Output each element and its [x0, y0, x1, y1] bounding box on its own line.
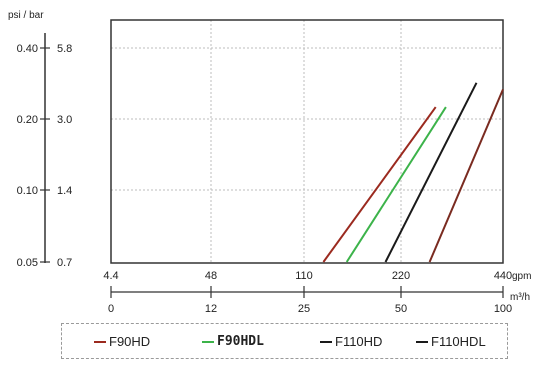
- grid: [111, 20, 503, 263]
- legend-swatch-f110hd: [320, 340, 332, 343]
- x-axis-unit-m3h: m³/h: [510, 292, 530, 303]
- y-tick-label-psi: 0.05: [17, 257, 38, 269]
- legend-swatch-f90hdl: [202, 340, 214, 343]
- y-tick-label-bar: 3.0: [57, 114, 72, 126]
- y-tick-label-bar: 1.4: [57, 185, 72, 197]
- x-tick-label-m3h: 100: [494, 303, 512, 315]
- series-line-f110hd: [384, 82, 478, 263]
- legend-label-f110hdl: F110HDL: [431, 334, 486, 349]
- y-tick-label-psi: 0.20: [17, 114, 38, 126]
- x-tick-label-m3h: 25: [298, 303, 310, 315]
- legend-label-f90hd: F90HD: [109, 334, 151, 349]
- series-line-f90hdl: [345, 106, 447, 263]
- chart: 0.40 5.8 0.20 3.0 0.10 1.4 0.05 0.7 4.4 48 110 220…: [8, 10, 531, 315]
- legend-swatch-f110hdl: [416, 340, 428, 343]
- legend-label-f110hd: F110HD: [335, 334, 383, 349]
- x-tick-label-m3h: 50: [395, 303, 407, 315]
- legend-item-f90hdl: F90HDL: [202, 334, 264, 349]
- y-tick-label-bar: 0.7: [57, 257, 72, 269]
- x-tick-label-gpm: 110: [295, 270, 313, 282]
- y-tick-label-psi: 0.10: [17, 185, 38, 197]
- y-tick-label-psi: 0.40: [17, 43, 38, 55]
- y-axis-unit: psi / bar: [8, 10, 44, 21]
- x-tick-label-gpm: 48: [205, 270, 217, 282]
- x-tick-label-gpm: 220: [392, 270, 410, 282]
- y-axis: 0.40 5.8 0.20 3.0 0.10 1.4 0.05 0.7: [17, 33, 72, 269]
- plot-frame: [110, 19, 504, 264]
- x-tick-label-m3h: 0: [108, 303, 114, 315]
- x-tick-label-gpm: 4.4: [103, 270, 118, 282]
- series-line-f110hdl: [428, 89, 504, 263]
- x-tick-label-gpm: 440: [494, 270, 512, 282]
- legend-label-f90hdl: F90HDL: [217, 334, 264, 349]
- legend-item-f90hd: F90HD: [94, 334, 150, 349]
- x-axis-unit-gpm: gpm: [512, 271, 531, 282]
- legend: F90HD F90HDL F110HD F110HDL: [61, 323, 508, 359]
- legend-item-f110hd: F110HD: [320, 334, 382, 349]
- y-tick-label-bar: 5.8: [57, 43, 72, 55]
- x-tick-label-m3h: 12: [205, 303, 217, 315]
- legend-item-f110hdl: F110HDL: [416, 334, 486, 349]
- series-line-f90hd: [322, 106, 437, 263]
- legend-swatch-f90hd: [94, 340, 106, 343]
- series-layer: [322, 82, 504, 263]
